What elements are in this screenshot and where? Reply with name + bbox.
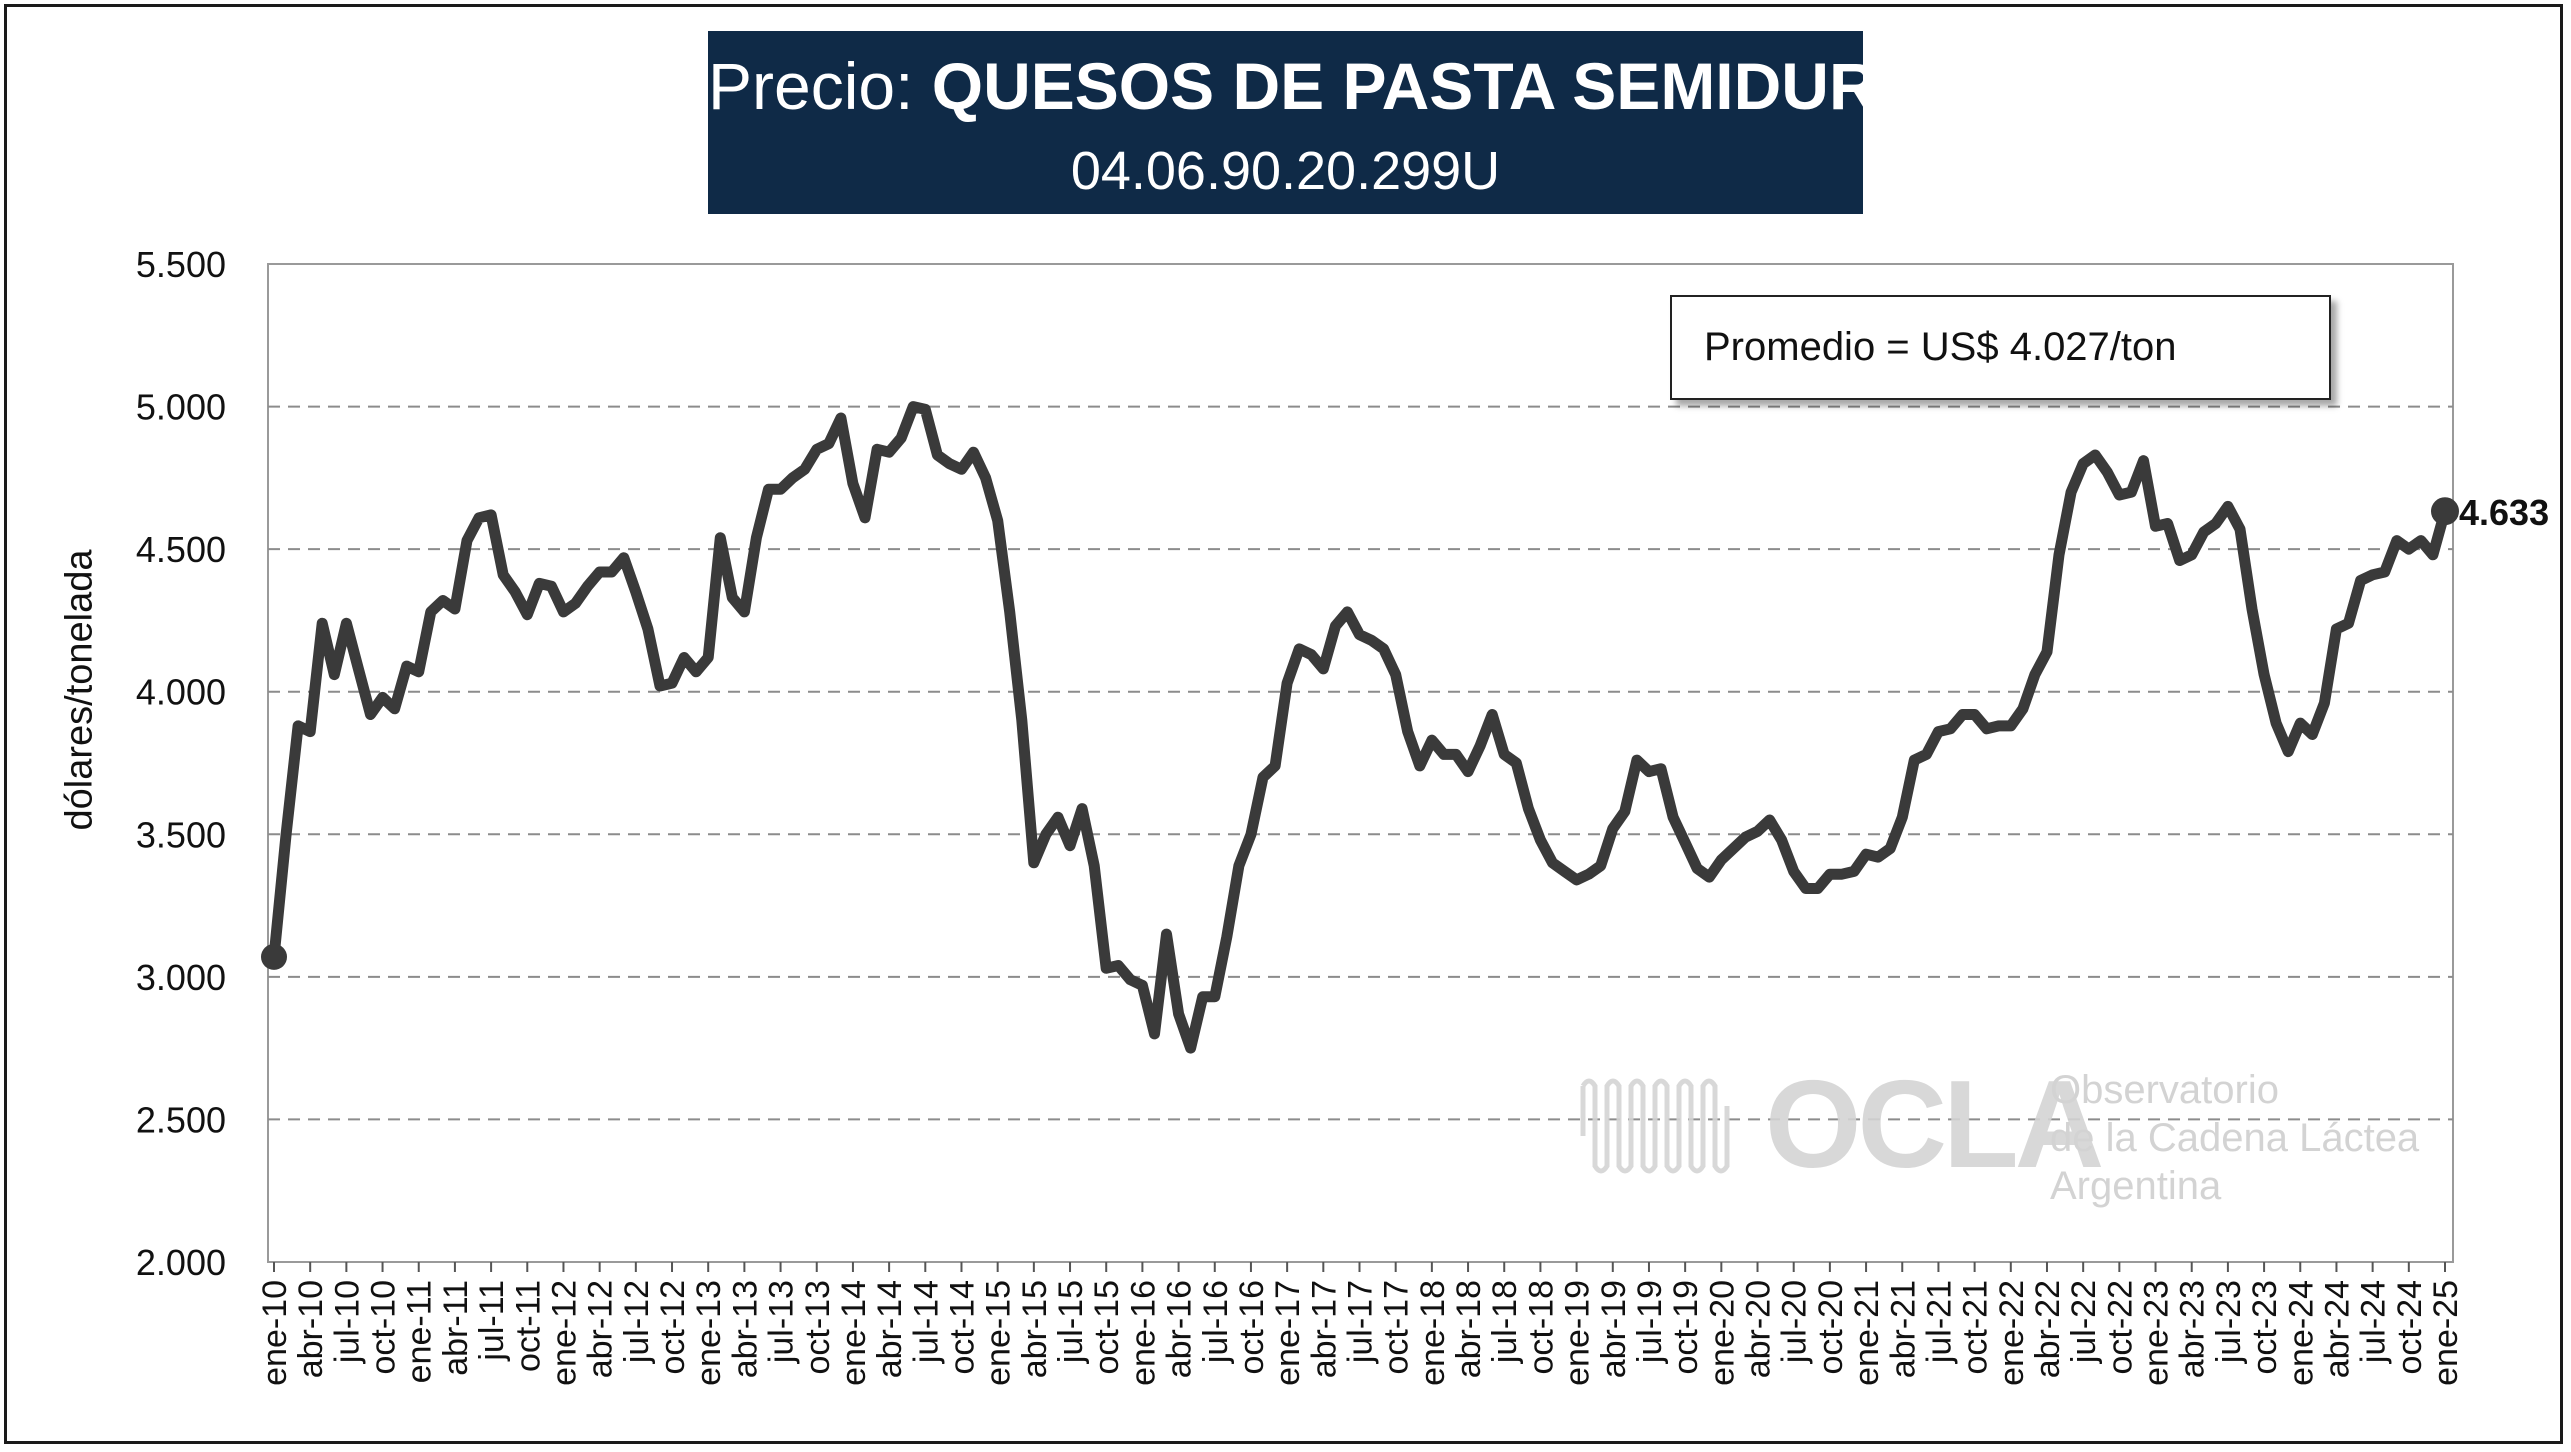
chart-title: Precio: QUESOS DE PASTA SEMIDURA xyxy=(708,45,1924,127)
watermark-org-name: Observatorio de la Cadena Láctea Argenti… xyxy=(2050,1066,2419,1210)
ocla-watermark: OCLA Observatorio de la Cadena Láctea Ar… xyxy=(1575,1060,2475,1220)
y-tick-label: 3.000 xyxy=(136,957,226,998)
watermark-logo-text: OCLA xyxy=(1765,1056,2104,1194)
end-point-marker xyxy=(2431,497,2459,526)
x-tick-label: abr-10 xyxy=(292,1280,330,1378)
x-tick-label: ene-13 xyxy=(690,1280,728,1386)
y-tick-label: 2.000 xyxy=(136,1242,226,1283)
x-tick-label: abr-22 xyxy=(2029,1280,2067,1378)
x-tick-label: oct-16 xyxy=(1233,1280,1271,1375)
x-tick-label: abr-11 xyxy=(437,1280,475,1376)
x-tick-label: abr-17 xyxy=(1305,1280,1343,1378)
x-tick-label: oct-18 xyxy=(1522,1280,1560,1375)
x-tick-label: abr-15 xyxy=(1016,1280,1054,1378)
watermark-line-2: de la Cadena Láctea xyxy=(2050,1116,2420,1160)
x-tick-label: ene-12 xyxy=(545,1280,583,1386)
x-tick-label: oct-11 xyxy=(509,1280,547,1372)
series-line xyxy=(268,401,2451,1054)
y-tick-label: 3.500 xyxy=(136,814,226,855)
y-axis-ticks: 2.000 2.500 3.000 3.500 4.000 4.500 5.000 5.500 xyxy=(136,244,226,1283)
x-tick-label: jul-11 xyxy=(473,1280,511,1362)
x-tick-label: abr-12 xyxy=(582,1280,620,1378)
x-tick-label: ene-17 xyxy=(1269,1280,1307,1386)
x-tick-label: ene-18 xyxy=(1414,1280,1452,1386)
x-tick-label: jul-22 xyxy=(2065,1280,2103,1364)
watermark-line-1: Observatorio xyxy=(2050,1068,2279,1112)
x-tick-label: abr-16 xyxy=(1161,1280,1199,1378)
x-tick-label: ene-10 xyxy=(256,1280,294,1386)
x-tick-label: jul-20 xyxy=(1776,1280,1814,1364)
y-tick-label: 4.000 xyxy=(136,672,226,713)
y-axis-label: dólares/tonelada xyxy=(58,549,101,831)
ocla-logo-icon xyxy=(1580,1078,1730,1174)
x-tick-label: oct-14 xyxy=(943,1280,981,1375)
x-tick-label: ene-16 xyxy=(1124,1280,1162,1386)
x-tick-label: oct-10 xyxy=(365,1280,403,1375)
last-value-label: 4.633 xyxy=(2459,492,2549,533)
x-tick-label: ene-14 xyxy=(835,1280,873,1386)
watermark-line-3: Argentina xyxy=(2050,1164,2222,1208)
x-tick-label: oct-20 xyxy=(1812,1280,1850,1375)
x-tick-label: jul-24 xyxy=(2355,1280,2393,1364)
x-tick-label: oct-12 xyxy=(654,1280,692,1375)
x-tick-label: oct-13 xyxy=(799,1280,837,1375)
x-tick-label: ene-20 xyxy=(1703,1280,1741,1386)
x-tick-label: jul-23 xyxy=(2210,1280,2248,1364)
series-group: 4.633 xyxy=(261,401,2549,1054)
x-tick-label: ene-25 xyxy=(2427,1280,2465,1386)
y-tick-label: 2.500 xyxy=(136,1099,226,1140)
x-tick-label: oct-19 xyxy=(1667,1280,1705,1375)
y-tick-label: 5.500 xyxy=(136,244,226,285)
x-tick-label: jul-21 xyxy=(1920,1280,1958,1364)
x-tick-label: oct-21 xyxy=(1957,1280,1995,1375)
chart-title-box: Precio: QUESOS DE PASTA SEMIDURA 04.06.9… xyxy=(708,31,1924,214)
x-tick-label: abr-13 xyxy=(726,1280,764,1378)
x-tick-label: jul-10 xyxy=(328,1280,366,1364)
x-tick-label: abr-19 xyxy=(1595,1280,1633,1378)
title-product: QUESOS DE PASTA SEMIDURA xyxy=(931,49,1925,123)
x-tick-label: jul-16 xyxy=(1197,1280,1235,1364)
x-tick-label: jul-18 xyxy=(1486,1280,1524,1364)
x-axis-ticks: ene-10abr-10jul-10oct-10ene-11abr-11jul-… xyxy=(256,1262,2465,1386)
x-tick-label: abr-24 xyxy=(2318,1280,2356,1378)
x-tick-label: ene-22 xyxy=(1993,1280,2031,1386)
x-tick-label: jul-19 xyxy=(1631,1280,1669,1364)
x-tick-label: oct-17 xyxy=(1378,1280,1416,1375)
x-tick-label: oct-15 xyxy=(1088,1280,1126,1375)
x-tick-label: abr-18 xyxy=(1450,1280,1488,1378)
start-point-marker xyxy=(261,943,287,970)
x-tick-label: jul-15 xyxy=(1052,1280,1090,1364)
x-tick-label: oct-23 xyxy=(2246,1280,2284,1375)
title-prefix: Precio: xyxy=(708,49,932,123)
x-tick-label: jul-13 xyxy=(763,1280,801,1364)
x-tick-label: ene-19 xyxy=(1559,1280,1597,1386)
average-annotation: Promedio = US$ 4.027/ton xyxy=(1670,295,2331,400)
x-tick-label: abr-20 xyxy=(1740,1280,1778,1378)
x-tick-label: jul-14 xyxy=(907,1280,945,1364)
x-tick-label: ene-11 xyxy=(401,1280,439,1383)
x-tick-label: jul-12 xyxy=(618,1280,656,1364)
x-tick-label: oct-24 xyxy=(2391,1280,2429,1375)
x-tick-label: ene-21 xyxy=(1848,1280,1886,1386)
x-tick-label: ene-24 xyxy=(2282,1280,2320,1386)
x-tick-label: abr-21 xyxy=(1884,1280,1922,1378)
x-tick-label: jul-17 xyxy=(1342,1280,1380,1364)
y-tick-label: 4.500 xyxy=(136,529,226,570)
chart-subtitle-code: 04.06.90.20.299U xyxy=(1070,141,1501,201)
x-tick-label: ene-15 xyxy=(980,1280,1018,1386)
y-tick-label: 5.000 xyxy=(136,387,226,428)
x-tick-label: abr-23 xyxy=(2174,1280,2212,1378)
x-tick-label: oct-22 xyxy=(2101,1280,2139,1375)
x-tick-label: abr-14 xyxy=(871,1280,909,1378)
x-tick-label: ene-23 xyxy=(2138,1280,2176,1386)
